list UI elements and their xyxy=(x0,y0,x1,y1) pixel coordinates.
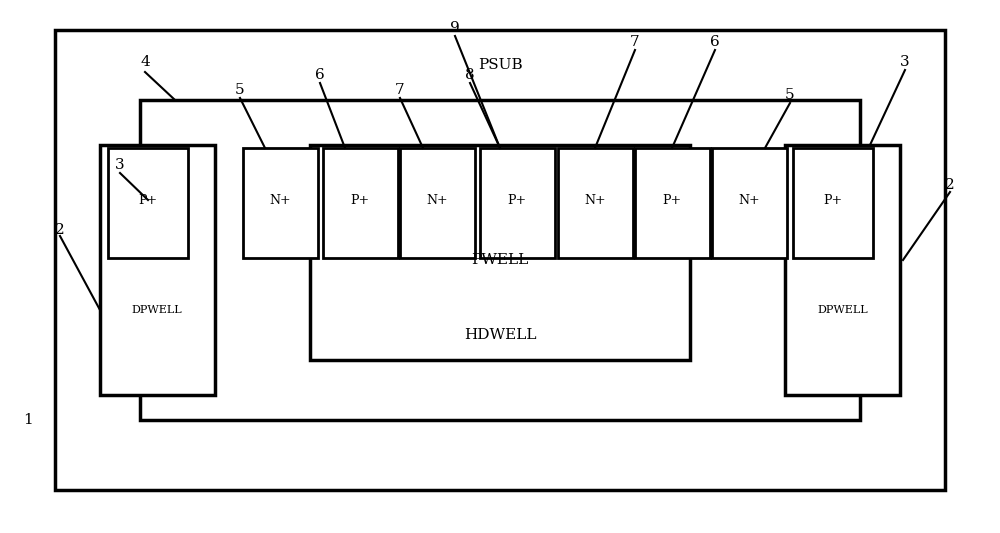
Bar xyxy=(712,148,787,258)
Bar xyxy=(793,148,873,258)
Text: N+: N+ xyxy=(584,193,606,206)
Bar xyxy=(310,145,690,360)
Text: N+: N+ xyxy=(426,193,448,206)
Bar xyxy=(400,148,475,258)
Text: 2: 2 xyxy=(55,223,65,237)
Text: 8: 8 xyxy=(465,68,475,82)
Bar xyxy=(558,148,633,258)
Text: P+: P+ xyxy=(823,193,843,206)
Bar xyxy=(480,148,555,258)
Text: 5: 5 xyxy=(785,88,795,102)
Bar xyxy=(323,148,398,258)
Text: 4: 4 xyxy=(140,55,150,69)
Bar xyxy=(100,145,215,395)
Bar xyxy=(785,145,900,395)
Text: PWELL: PWELL xyxy=(471,253,529,267)
Bar xyxy=(140,100,860,420)
Text: DPWELL: DPWELL xyxy=(818,305,868,315)
Text: P+: P+ xyxy=(507,193,527,206)
Text: HDWELL: HDWELL xyxy=(464,328,536,342)
Text: PSUB: PSUB xyxy=(478,58,522,72)
Text: N+: N+ xyxy=(738,193,760,206)
Text: P+: P+ xyxy=(662,193,682,206)
Bar xyxy=(108,148,188,258)
Text: 6: 6 xyxy=(710,35,720,49)
Text: DPWELL: DPWELL xyxy=(132,305,182,315)
Text: 5: 5 xyxy=(235,83,245,97)
Bar xyxy=(243,148,318,258)
Text: 3: 3 xyxy=(900,55,910,69)
Text: P+: P+ xyxy=(350,193,370,206)
Text: 7: 7 xyxy=(395,83,405,97)
Bar xyxy=(55,30,945,490)
Text: N+: N+ xyxy=(269,193,291,206)
Text: 1: 1 xyxy=(23,413,33,427)
Text: 3: 3 xyxy=(115,158,125,172)
Text: 6: 6 xyxy=(315,68,325,82)
Text: P+: P+ xyxy=(138,193,158,206)
Text: 7: 7 xyxy=(630,35,640,49)
Text: 2: 2 xyxy=(945,178,955,192)
Text: 9: 9 xyxy=(450,21,460,35)
Bar xyxy=(635,148,710,258)
